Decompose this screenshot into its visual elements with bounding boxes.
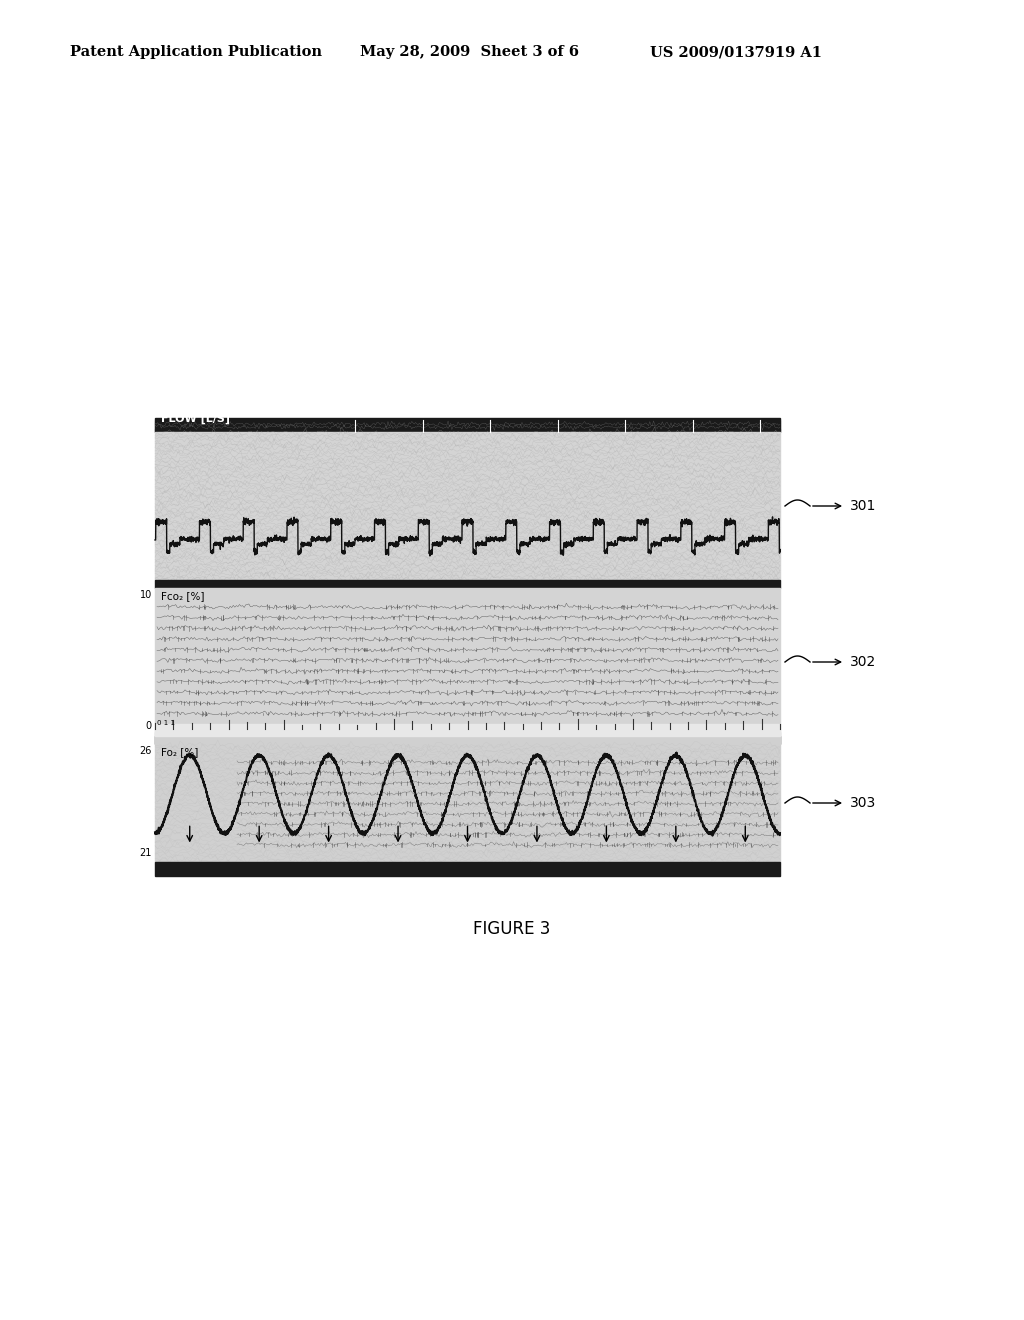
Text: 0: 0 [145, 721, 152, 731]
Text: 303: 303 [850, 796, 877, 810]
Text: Patent Application Publication: Patent Application Publication [70, 45, 322, 59]
Bar [155, 862, 780, 876]
Text: US 2009/0137919 A1: US 2009/0137919 A1 [650, 45, 822, 59]
Bar [155, 723, 780, 737]
Text: Fco₂ [%]: Fco₂ [%] [161, 591, 205, 601]
Text: FIGURE 3: FIGURE 3 [473, 920, 551, 939]
Text: May 28, 2009  Sheet 3 of 6: May 28, 2009 Sheet 3 of 6 [360, 45, 579, 59]
Bar [155, 737, 780, 744]
Text: 10: 10 [139, 590, 152, 601]
Bar [155, 429, 780, 432]
Bar [155, 418, 780, 432]
Text: 0 1 1: 0 1 1 [157, 719, 175, 726]
Bar [155, 733, 780, 862]
Text: FLOW [L/S]: FLOW [L/S] [161, 413, 230, 424]
Bar [155, 420, 780, 430]
Text: 26: 26 [139, 746, 152, 756]
Bar [155, 432, 780, 579]
Bar [155, 587, 780, 737]
Text: 302: 302 [850, 655, 877, 669]
Text: Fo₂ [%]: Fo₂ [%] [161, 747, 199, 756]
Text: 21: 21 [139, 847, 152, 858]
Bar [155, 579, 780, 587]
Text: 301: 301 [850, 499, 877, 513]
